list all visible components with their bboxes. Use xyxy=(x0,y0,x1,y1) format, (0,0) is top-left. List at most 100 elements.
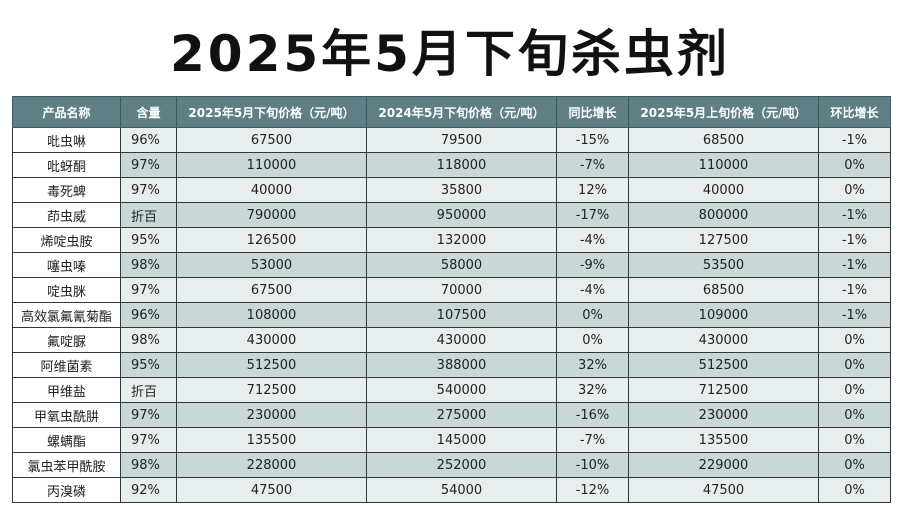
cell-content: 折百 xyxy=(120,377,177,403)
cell-price-2025-late-may: 228000 xyxy=(176,452,367,478)
cell-price-2025-late-may: 126500 xyxy=(176,227,367,253)
cell-price-2025-early-may: 68500 xyxy=(628,277,819,303)
cell-mom-growth: 0% xyxy=(818,427,891,453)
cell-price-2025-late-may: 230000 xyxy=(176,402,367,428)
cell-product-name: 丙溴磷 xyxy=(12,477,121,503)
cell-price-2025-early-may: 40000 xyxy=(628,177,819,203)
table-row: 吡虫啉 96% 67500 79500 -15% 68500 -1% xyxy=(12,127,891,153)
table-row: 高效氯氟氰菊酯 96% 108000 107500 0% 109000 -1% xyxy=(12,302,891,328)
cell-yoy-growth: -9% xyxy=(556,252,629,278)
cell-mom-growth: 0% xyxy=(818,452,891,478)
cell-content: 98% xyxy=(120,327,177,353)
cell-price-2025-early-may: 230000 xyxy=(628,402,819,428)
cell-product-name: 啶虫脒 xyxy=(12,277,121,303)
header-price-2025-early-may: 2025年5月上旬价格（元/吨） xyxy=(628,96,819,128)
cell-product-name: 氯虫苯甲酰胺 xyxy=(12,452,121,478)
cell-price-2025-late-may: 110000 xyxy=(176,152,367,178)
cell-price-2024-late-may: 430000 xyxy=(366,327,557,353)
cell-yoy-growth: 32% xyxy=(556,377,629,403)
cell-mom-growth: -1% xyxy=(818,202,891,228)
cell-content: 96% xyxy=(120,127,177,153)
cell-product-name: 吡虫啉 xyxy=(12,127,121,153)
cell-mom-growth: 0% xyxy=(818,477,891,503)
table-row: 烯啶虫胺 95% 126500 132000 -4% 127500 -1% xyxy=(12,227,891,253)
cell-product-name: 氟啶脲 xyxy=(12,327,121,353)
cell-product-name: 高效氯氟氰菊酯 xyxy=(12,302,121,328)
cell-content: 97% xyxy=(120,402,177,428)
cell-mom-growth: -1% xyxy=(818,252,891,278)
cell-price-2024-late-may: 388000 xyxy=(366,352,557,378)
cell-product-name: 毒死蜱 xyxy=(12,177,121,203)
cell-yoy-growth: 0% xyxy=(556,302,629,328)
cell-price-2025-late-may: 67500 xyxy=(176,277,367,303)
cell-price-2024-late-may: 54000 xyxy=(366,477,557,503)
cell-mom-growth: -1% xyxy=(818,227,891,253)
cell-content: 97% xyxy=(120,427,177,453)
cell-price-2025-late-may: 108000 xyxy=(176,302,367,328)
cell-content: 97% xyxy=(120,277,177,303)
cell-price-2024-late-may: 252000 xyxy=(366,452,557,478)
header-price-2024-late-may: 2024年5月下旬价格（元/吨） xyxy=(366,96,557,128)
cell-yoy-growth: 32% xyxy=(556,352,629,378)
table-row: 阿维菌素 95% 512500 388000 32% 512500 0% xyxy=(12,352,891,378)
table-row: 氯虫苯甲酰胺 98% 228000 252000 -10% 229000 0% xyxy=(12,452,891,478)
cell-price-2025-late-may: 40000 xyxy=(176,177,367,203)
cell-price-2025-late-may: 512500 xyxy=(176,352,367,378)
cell-price-2025-late-may: 67500 xyxy=(176,127,367,153)
cell-yoy-growth: -4% xyxy=(556,277,629,303)
table-row: 毒死蜱 97% 40000 35800 12% 40000 0% xyxy=(12,177,891,203)
cell-price-2024-late-may: 145000 xyxy=(366,427,557,453)
cell-yoy-growth: -15% xyxy=(556,127,629,153)
cell-yoy-growth: -17% xyxy=(556,202,629,228)
header-yoy-growth: 同比增长 xyxy=(556,96,629,128)
cell-mom-growth: 0% xyxy=(818,352,891,378)
cell-mom-growth: -1% xyxy=(818,302,891,328)
cell-content: 98% xyxy=(120,252,177,278)
cell-content: 折百 xyxy=(120,202,177,228)
cell-mom-growth: 0% xyxy=(818,327,891,353)
cell-price-2025-early-may: 229000 xyxy=(628,452,819,478)
cell-price-2024-late-may: 132000 xyxy=(366,227,557,253)
header-price-2025-late-may: 2025年5月下旬价格（元/吨） xyxy=(176,96,367,128)
cell-price-2024-late-may: 58000 xyxy=(366,252,557,278)
table-row: 丙溴磷 92% 47500 54000 -12% 47500 0% xyxy=(12,477,891,503)
cell-price-2024-late-may: 275000 xyxy=(366,402,557,428)
cell-yoy-growth: -7% xyxy=(556,152,629,178)
table-body: 吡虫啉 96% 67500 79500 -15% 68500 -1% 吡蚜酮 97% 110000… xyxy=(12,127,891,503)
table-header-row: 产品名称 含量 2025年5月下旬价格（元/吨） 2024年5月下旬价格（元/吨… xyxy=(12,96,891,128)
cell-price-2025-late-may: 53000 xyxy=(176,252,367,278)
cell-price-2025-early-may: 135500 xyxy=(628,427,819,453)
cell-price-2024-late-may: 107500 xyxy=(366,302,557,328)
cell-price-2025-early-may: 712500 xyxy=(628,377,819,403)
cell-price-2025-early-may: 512500 xyxy=(628,352,819,378)
cell-price-2024-late-may: 70000 xyxy=(366,277,557,303)
cell-yoy-growth: 12% xyxy=(556,177,629,203)
cell-yoy-growth: -7% xyxy=(556,427,629,453)
price-table: 产品名称 含量 2025年5月下旬价格（元/吨） 2024年5月下旬价格（元/吨… xyxy=(12,96,891,503)
cell-product-name: 螺螨酯 xyxy=(12,427,121,453)
cell-product-name: 甲维盐 xyxy=(12,377,121,403)
cell-yoy-growth: -12% xyxy=(556,477,629,503)
cell-price-2025-early-may: 109000 xyxy=(628,302,819,328)
cell-yoy-growth: -4% xyxy=(556,227,629,253)
cell-mom-growth: -1% xyxy=(818,127,891,153)
cell-price-2025-early-may: 68500 xyxy=(628,127,819,153)
cell-yoy-growth: 0% xyxy=(556,327,629,353)
cell-yoy-growth: -10% xyxy=(556,452,629,478)
cell-product-name: 噻虫嗪 xyxy=(12,252,121,278)
cell-price-2024-late-may: 35800 xyxy=(366,177,557,203)
cell-content: 97% xyxy=(120,152,177,178)
header-content: 含量 xyxy=(120,96,177,128)
table-row: 茚虫威 折百 790000 950000 -17% 800000 -1% xyxy=(12,202,891,228)
table-row: 甲维盐 折百 712500 540000 32% 712500 0% xyxy=(12,377,891,403)
cell-content: 96% xyxy=(120,302,177,328)
cell-mom-growth: 0% xyxy=(818,177,891,203)
cell-product-name: 甲氧虫酰肼 xyxy=(12,402,121,428)
cell-product-name: 吡蚜酮 xyxy=(12,152,121,178)
cell-content: 92% xyxy=(120,477,177,503)
cell-content: 95% xyxy=(120,352,177,378)
cell-price-2025-early-may: 800000 xyxy=(628,202,819,228)
cell-content: 95% xyxy=(120,227,177,253)
cell-price-2025-late-may: 47500 xyxy=(176,477,367,503)
